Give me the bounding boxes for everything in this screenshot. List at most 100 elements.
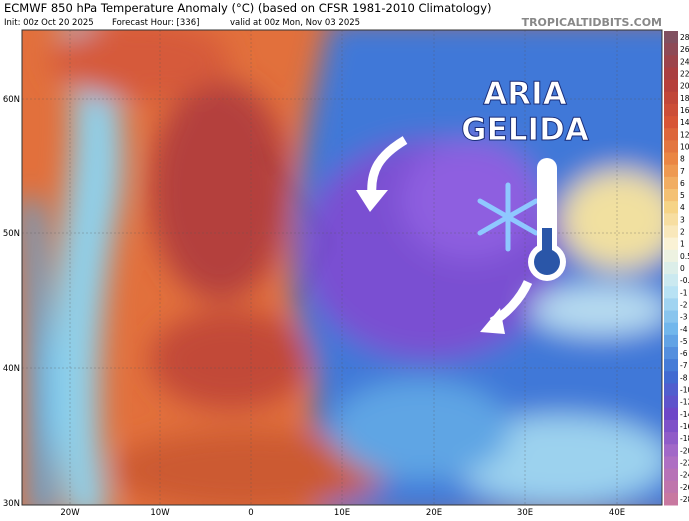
colorbar-label: 26 <box>680 45 689 54</box>
colorbar-cell <box>664 237 678 251</box>
colorbar-cell <box>664 201 678 214</box>
colorbar-label: 12 <box>680 130 689 139</box>
colorbar-cell <box>664 298 678 312</box>
colorbar-label: -22 <box>680 458 689 467</box>
colorbar-label: 6 <box>680 179 685 188</box>
colorbar-cell <box>664 480 678 494</box>
lat-label: 50N <box>3 229 20 239</box>
colorbar-label: 0 <box>680 264 685 273</box>
arrow-head <box>356 190 388 212</box>
colorbar-label: 8 <box>680 155 685 164</box>
colorbar-cell <box>664 456 678 470</box>
colorbar-label: 4 <box>680 203 685 212</box>
colorbar-label: 3 <box>680 215 685 224</box>
lon-label: 40E <box>609 508 625 517</box>
colorbar-cell <box>664 31 678 44</box>
colorbar-label: -6 <box>680 349 688 358</box>
colorbar-label: -10 <box>680 386 689 395</box>
colorbar-cell <box>664 274 678 287</box>
colorbar-label: 0.5 <box>680 252 689 261</box>
colorbar-label: 18 <box>680 94 689 103</box>
colorbar-cell <box>664 249 678 263</box>
colorbar-label: 22 <box>680 70 689 79</box>
colorbar-label: 14 <box>680 118 689 127</box>
colorbar-label: -7 <box>680 361 688 370</box>
colorbar-cell <box>664 164 678 178</box>
colorbar-cell <box>664 347 678 360</box>
map-field <box>22 30 662 505</box>
colorbar-label: 28 <box>680 33 689 42</box>
colorbar-cell <box>664 322 678 336</box>
colorbar-cell <box>664 359 678 372</box>
lat-label: 60N <box>3 95 20 105</box>
colorbar-cell <box>664 67 678 81</box>
snowflake <box>477 182 539 252</box>
colorbar-cell <box>664 261 678 275</box>
colorbar-cell <box>664 225 678 239</box>
colorbar-label: -16 <box>680 422 689 431</box>
colorbar-label: 16 <box>680 106 689 115</box>
colorbar-label: -18 <box>680 434 689 443</box>
lon-label: 10E <box>334 508 350 517</box>
lon-label: 20W <box>60 508 80 517</box>
colorbar-cell <box>664 176 678 190</box>
forecast-hour: Forecast Hour: [336] <box>112 18 199 28</box>
colorbar-cell <box>664 371 678 384</box>
colorbar-cell <box>664 43 678 56</box>
colorbar-label: 5 <box>680 191 685 200</box>
colorbar-cell <box>664 103 678 117</box>
colorbar-cell <box>664 213 678 226</box>
colorbar-label: -28 <box>680 495 689 504</box>
colorbar-cell <box>664 432 678 445</box>
colorbar-label: -12 <box>680 398 689 407</box>
colorbar-cell <box>664 140 678 154</box>
colorbar-cell <box>664 444 678 457</box>
colorbar-cell <box>664 286 678 299</box>
colorbar-label: -1 <box>680 288 688 297</box>
colorbar-cell <box>664 334 678 348</box>
colorbar-label: 7 <box>680 167 685 176</box>
lon-label: 0 <box>248 508 253 517</box>
colorbar-label: 10 <box>680 142 689 151</box>
colorbar-cell <box>664 383 678 397</box>
lat-label: 40N <box>3 364 20 374</box>
colorbar-cell <box>664 419 678 433</box>
colorbar-label: 1 <box>680 240 685 249</box>
lat-label: 30N <box>3 499 20 509</box>
annotation-line: ARIA <box>483 76 566 112</box>
colorbar-label: 24 <box>680 57 689 66</box>
colorbar-cell <box>664 91 678 105</box>
colorbar-cell <box>664 128 678 141</box>
lon-label: 30E <box>517 508 533 517</box>
colorbar-label: -0.5 <box>680 276 689 285</box>
colorbar-cell <box>664 492 678 506</box>
annotation-line: GELIDA <box>461 112 589 148</box>
colorbar-label: -8 <box>680 373 688 382</box>
colorbar-label: 2 <box>680 228 685 237</box>
colorbar-label: -4 <box>680 325 688 334</box>
valid-time: valid at 00z Mon, Nov 03 2025 <box>230 18 360 28</box>
colorbar-cell <box>664 395 678 409</box>
colorbar-cell <box>664 152 678 166</box>
colorbar-cell <box>664 79 678 93</box>
map-frame <box>21 29 663 506</box>
colorbar-label: -5 <box>680 337 688 346</box>
colorbar-cell <box>664 468 678 482</box>
colorbar-cell <box>664 55 678 68</box>
thermometer <box>528 158 566 281</box>
colorbar-label: -2 <box>680 300 688 309</box>
colorbar-label: -3 <box>680 313 688 322</box>
title: ECMWF 850 hPa Temperature Anomaly (°C) (… <box>4 1 491 15</box>
arrow <box>367 136 408 196</box>
init: Init: 00z Oct 20 2025 <box>4 18 94 28</box>
colorbar-cell <box>664 189 678 202</box>
colorbar-label: 20 <box>680 82 689 91</box>
colorbar-label: -14 <box>680 410 689 419</box>
colorbar-label: -20 <box>680 446 689 455</box>
colorbar-cell <box>664 407 678 421</box>
watermark: TROPICALTIDBITS.COM <box>522 16 662 29</box>
lon-label: 20E <box>426 508 442 517</box>
arrow-head <box>480 308 505 334</box>
colorbar-label: -26 <box>680 483 689 492</box>
